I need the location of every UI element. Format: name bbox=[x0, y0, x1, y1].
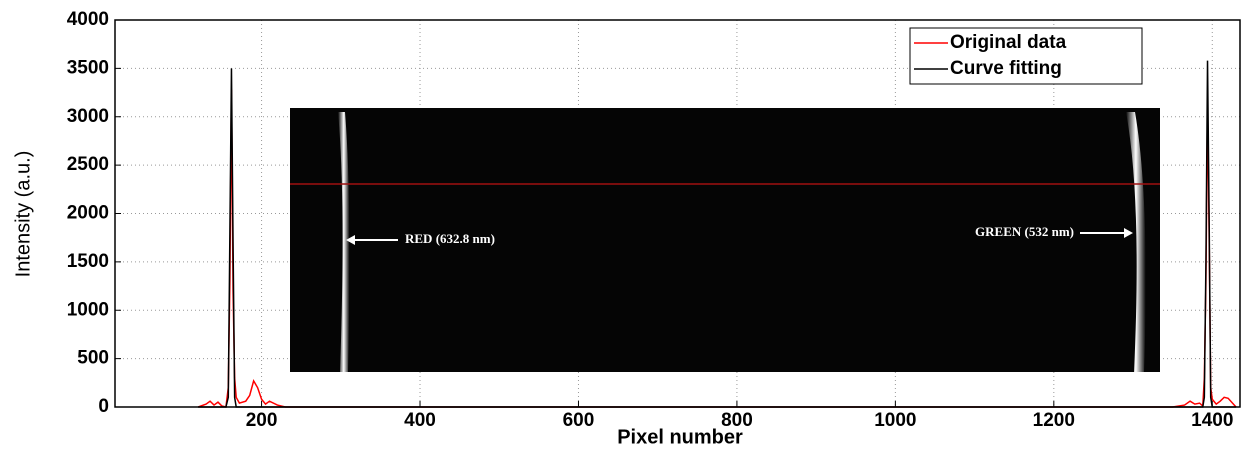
x-tick-label: 1000 bbox=[874, 410, 916, 431]
inset-image: RED (632.8 nm) GREEN (532 nm) bbox=[290, 108, 1160, 372]
y-tick-label: 0 bbox=[98, 396, 109, 417]
x-tick-label: 600 bbox=[563, 410, 595, 431]
legend-label: Original data bbox=[950, 32, 1067, 53]
x-tick-label: 200 bbox=[246, 410, 278, 431]
y-tick-label: 2500 bbox=[67, 154, 109, 175]
y-tick-label: 500 bbox=[77, 348, 109, 369]
annotation: RED (632.8 nm) bbox=[405, 231, 495, 246]
x-tick-label: 1200 bbox=[1033, 410, 1075, 431]
x-tick-label: 1400 bbox=[1191, 410, 1233, 431]
legend-label: Curve fitting bbox=[950, 58, 1062, 79]
chart: RED (632.8 nm) GREEN (532 nm) Pixel numb… bbox=[0, 0, 1247, 452]
y-axis-label: Intensity (a.u.) bbox=[12, 151, 34, 278]
y-tick-label: 3500 bbox=[67, 57, 109, 78]
y-tick-label: 4000 bbox=[67, 9, 109, 30]
y-tick-label: 3000 bbox=[67, 106, 109, 127]
annotation: GREEN (532 nm) bbox=[975, 224, 1074, 239]
x-tick-label: 800 bbox=[721, 410, 753, 431]
y-tick-label: 2000 bbox=[67, 203, 109, 224]
y-tick-label: 1500 bbox=[67, 251, 109, 272]
x-tick-label: 400 bbox=[404, 410, 436, 431]
y-tick-label: 1000 bbox=[67, 299, 109, 320]
legend: Original data Curve fitting bbox=[910, 28, 1142, 84]
